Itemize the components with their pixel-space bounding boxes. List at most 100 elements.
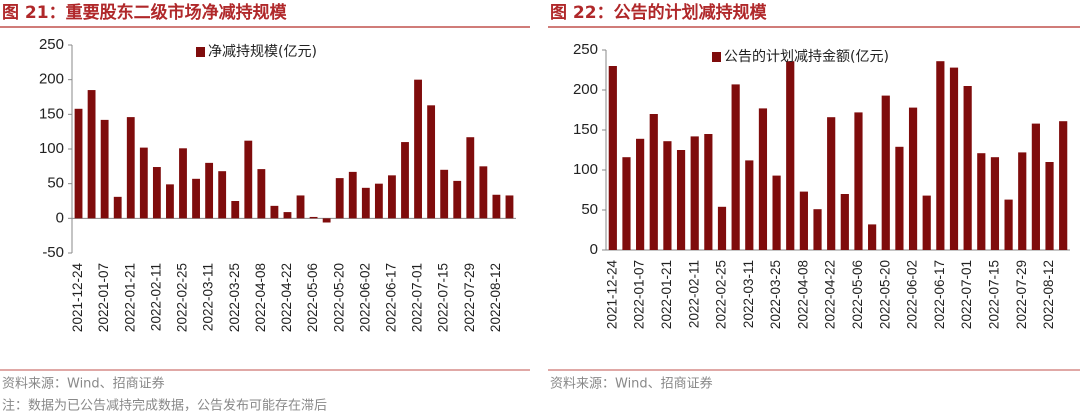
x-tick-label: 2022-08-12 [488,263,503,332]
x-tick-label: 2022-02-11 [148,263,163,331]
bar [466,137,475,219]
bar [813,209,822,250]
bar [427,105,436,219]
bar [745,160,754,250]
bar [361,187,370,219]
y-tick-label: 150 [573,121,598,138]
x-tick-label: 2022-08-12 [1041,260,1056,329]
x-tick-label: 2022-05-20 [877,260,892,329]
y-tick-label: 0 [590,241,598,258]
x-tick-label: 2022-06-17 [932,260,947,329]
bar [374,183,383,219]
bar [786,61,795,251]
bar [244,140,253,219]
bar [608,66,617,250]
x-tick-label: 2022-07-01 [959,260,974,329]
bar [1045,162,1054,250]
bar [854,112,863,251]
bar [949,67,959,250]
legend-label: 净减持规模(亿元) [208,44,317,60]
x-tick-label: 2022-05-06 [305,263,320,332]
bar [309,216,318,219]
bar [922,195,931,250]
bar [963,86,972,250]
x-tick-label: 2022-04-08 [253,263,268,332]
bar [690,136,699,250]
chart-title: 图 22：公告的计划减持规模 [550,2,768,23]
bar [977,153,986,250]
bar [205,162,214,219]
x-tick-label: 2022-05-20 [331,263,346,332]
bar [179,148,187,219]
x-tick-label: 2022-04-08 [795,260,810,329]
bar [1059,121,1068,250]
x-tick-label: 2022-06-02 [905,260,920,329]
note: 注：数据为已公告减持完成数据，公告发布可能存在滞后 [2,398,327,414]
x-tick-label: 2022-04-22 [823,260,838,329]
x-tick-label: 2022-02-25 [175,263,190,332]
bar [100,119,109,219]
bar [74,108,83,219]
y-tick-label: -50 [42,244,64,261]
x-tick-label: 2022-01-07 [632,260,647,329]
x-tick-label: 2022-05-06 [850,260,865,329]
y-tick-label: 50 [581,201,598,218]
x-tick-label: 2022-04-22 [279,263,294,332]
bar [166,184,174,219]
bar [622,157,631,250]
bar [231,201,240,219]
x-tick-label: 2022-01-07 [96,263,111,332]
bar [322,218,331,223]
bar [840,194,849,250]
bar [492,194,501,219]
x-tick-label: 2022-03-11 [201,263,216,331]
bar [283,212,292,219]
bar [348,171,357,219]
bar [257,169,266,219]
y-tick-label: 100 [573,161,598,178]
bar [717,206,727,250]
y-tick-label: 50 [47,175,64,192]
y-tick-label: 200 [39,71,64,88]
legend-label: 公告的计划减持金额(亿元) [724,49,889,65]
bar [799,191,808,250]
bar [126,117,135,219]
bar [868,224,877,250]
x-tick-label: 2021-12-24 [604,260,619,330]
y-tick-label: 250 [573,41,598,58]
y-tick-label: 200 [573,81,598,98]
x-tick-label: 2022-07-29 [462,263,477,332]
bar [87,90,96,219]
bar [758,108,768,251]
bar [704,134,713,250]
bar [772,175,781,250]
bar [895,146,904,250]
bar [192,178,200,219]
x-tick-label: 2022-07-29 [1014,260,1029,329]
source: 资料来源：Wind、招商证券 [2,376,165,392]
x-tick-label: 2022-03-25 [768,260,783,329]
bar [990,157,1000,250]
legend-swatch [712,52,721,62]
x-tick-label: 2022-02-11 [686,260,701,328]
bar [1018,152,1027,250]
bar [731,84,740,251]
bar [335,178,344,219]
y-tick-label: 250 [39,36,64,53]
bar [1031,123,1040,250]
x-tick-label: 2022-03-11 [741,260,756,328]
x-tick-label: 2022-01-21 [122,263,137,332]
x-tick-label: 2022-03-25 [227,263,242,332]
x-tick-label: 2022-02-25 [714,260,729,329]
bar [453,180,462,219]
x-tick-label: 2021-12-24 [70,263,85,333]
bar [676,150,686,250]
y-tick-label: 150 [39,105,64,122]
bar [401,142,409,219]
chart-title: 图 21：重要股东二级市场净减持规模 [2,2,288,23]
bar [881,95,890,250]
bar [649,114,658,250]
bar [440,169,449,219]
y-tick-label: 0 [56,209,64,226]
